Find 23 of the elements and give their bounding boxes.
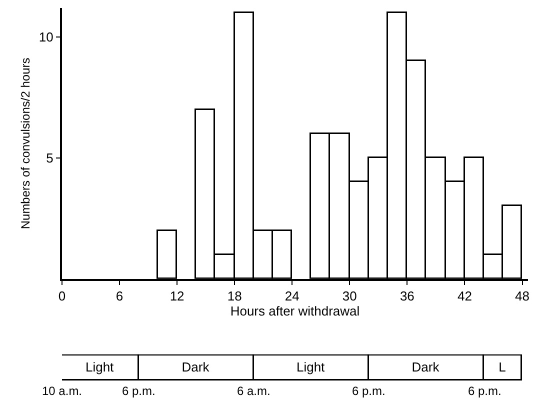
series-label: L [498, 360, 506, 375]
x-tick-label: 18 [227, 288, 242, 304]
text: 10 a.m. [42, 384, 82, 398]
y-tick-label: 10 [38, 30, 54, 45]
x-tick-label: 6 [116, 288, 124, 304]
x-tick-label: 30 [342, 288, 357, 304]
series-label: Light [85, 360, 114, 375]
x-tick-label: 48 [515, 288, 530, 304]
x-tick-label: 24 [284, 288, 300, 304]
text: 6 a.m. [237, 384, 270, 398]
text: 6 p.m. [468, 384, 502, 398]
x-tick-label: 42 [457, 288, 472, 304]
text: 6 p.m. [352, 384, 386, 398]
text: 6 p.m. [122, 384, 156, 398]
series-label: Dark [182, 360, 210, 375]
y-tick-label: 5 [46, 150, 54, 166]
series-label: Light [296, 360, 326, 375]
x-tick-label: 12 [170, 288, 184, 304]
x-axis-title: Hours after withdrawal [230, 304, 360, 319]
y-axis-title: Numbers of convulsions/2 hours [18, 58, 33, 230]
x-tick-label: 36 [400, 288, 414, 304]
series-label: Dark [412, 360, 440, 375]
x-tick-label: 0 [58, 288, 66, 304]
